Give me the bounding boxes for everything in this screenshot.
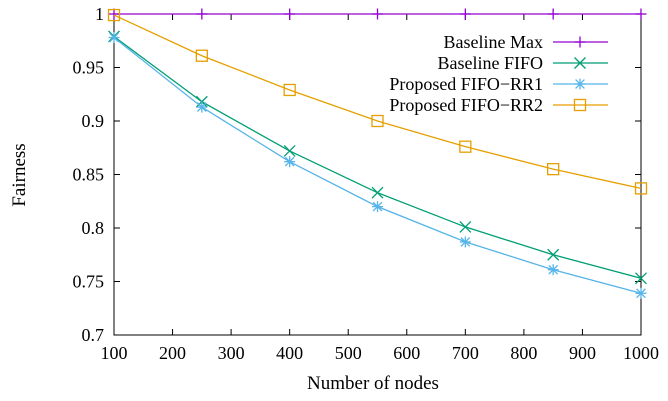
data-point (459, 140, 472, 153)
data-point (547, 162, 560, 176)
legend-marker (574, 36, 586, 48)
data-point (372, 8, 383, 20)
data-point (459, 8, 471, 20)
axes: 100 200 300 400 500 600 700 800 900 1000 0.7 0.75 0.… (73, 4, 660, 363)
legend-label: Baseline FIFO (438, 53, 544, 73)
data-point (195, 49, 208, 62)
series-line (113, 35, 642, 279)
legend-label: Proposed FIFO−RR2 (389, 95, 543, 115)
data-point (547, 264, 559, 276)
data-point (107, 8, 121, 22)
series-1 (108, 30, 647, 285)
data-point (371, 114, 384, 128)
x-tick-label: 500 (335, 343, 362, 363)
x-tick-label: 400 (276, 343, 303, 363)
data-point (108, 32, 120, 44)
x-tick-label: 200 (159, 343, 186, 363)
data-point (459, 236, 471, 248)
x-tick-label: 700 (452, 343, 479, 363)
legend-marker (574, 78, 586, 90)
data-point (108, 8, 120, 20)
y-tick-label: 1 (95, 4, 104, 24)
data-point (283, 145, 296, 157)
y-tick-label: 0.9 (82, 111, 105, 131)
series-layer (107, 8, 648, 299)
plot-frame (113, 13, 642, 336)
legend-label: Proposed FIFO−RR1 (389, 74, 543, 94)
data-point (371, 186, 384, 199)
y-tick-label: 0.75 (73, 272, 105, 292)
series-3 (107, 8, 648, 195)
y-tick-label: 0.85 (73, 165, 105, 185)
data-point (283, 83, 296, 97)
data-point (459, 220, 472, 233)
x-tick-label: 600 (393, 343, 420, 363)
series-0 (108, 8, 647, 20)
y-tick-label: 0.8 (82, 218, 105, 238)
y-tick-label: 0.7 (82, 325, 105, 345)
data-point (635, 287, 647, 299)
data-point (284, 156, 296, 168)
x-tick-label: 300 (218, 343, 245, 363)
legend-label: Baseline Max (444, 32, 543, 52)
legend-marker (574, 57, 586, 69)
data-point (284, 8, 296, 20)
x-tick-label: 1000 (623, 343, 659, 363)
series-line (113, 37, 642, 294)
x-tick-label: 800 (510, 343, 537, 363)
data-point (634, 182, 648, 195)
data-point (372, 201, 383, 213)
x-tick-label: 900 (569, 343, 596, 363)
data-point (196, 8, 208, 20)
legend-marker (573, 98, 587, 112)
data-point (547, 248, 560, 261)
series-2 (108, 32, 647, 299)
series-line (113, 14, 642, 190)
y-axis-label: Fairness (9, 143, 30, 206)
data-point (635, 272, 647, 285)
y-tick-label: 0.95 (73, 58, 105, 78)
x-axis-label: Number of nodes (307, 373, 439, 394)
data-point (196, 101, 208, 113)
data-point (635, 8, 647, 20)
x-tick-label: 100 (101, 343, 128, 363)
data-point (547, 8, 559, 20)
